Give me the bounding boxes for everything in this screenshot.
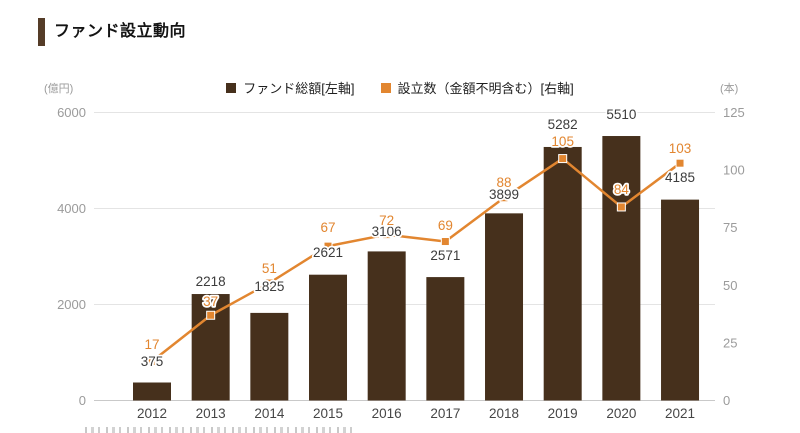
line-marker <box>264 278 274 288</box>
left-axis-tick-label: 2000 <box>57 297 86 312</box>
x-axis-category-label: 2019 <box>548 406 578 421</box>
line-series-swatch-icon <box>380 82 391 93</box>
bar-value-label: 2621 <box>313 245 343 260</box>
left-axis-tick-label: 4000 <box>57 201 86 216</box>
bar <box>250 312 289 401</box>
line-marker <box>558 154 568 164</box>
legend-item-bars: ファンド総額[左軸] <box>226 78 355 97</box>
x-axis-category-label: 2020 <box>606 406 636 421</box>
bar-value-label: 5510 <box>606 107 636 122</box>
left-axis-unit: (億円) <box>44 83 74 95</box>
bar <box>367 251 406 401</box>
bar <box>485 213 524 401</box>
bar-value-label: 5282 <box>548 117 578 132</box>
bar <box>543 146 582 401</box>
line-marker <box>616 202 626 212</box>
bar-value-label: 2571 <box>430 248 460 263</box>
bar-value-label: 2218 <box>196 274 226 289</box>
line-value-label: 103 <box>669 141 692 156</box>
footnote-clipped-text <box>85 427 357 433</box>
bar-value-label: 3106 <box>372 224 402 239</box>
page-title: ファンド設立動向 <box>54 23 187 40</box>
line-marker <box>440 237 450 247</box>
x-axis-category-label: 2012 <box>137 406 167 421</box>
bar <box>661 199 700 401</box>
chart-legend: ファンド総額[左軸] 設立数（金額不明含む）[右軸] <box>0 78 800 97</box>
bar <box>133 382 171 401</box>
legend-label-bars: ファンド総額[左軸] <box>243 81 355 96</box>
right-axis-unit: (本) <box>720 83 739 95</box>
line-value-label: 88 <box>497 175 512 190</box>
x-axis-category-label: 2021 <box>665 406 695 421</box>
x-axis-category-label: 2014 <box>254 406 285 421</box>
bar-value-label: 3899 <box>489 187 519 202</box>
line-value-label: 69 <box>438 218 453 233</box>
bar-value-label: 4185 <box>665 170 695 185</box>
right-axis-tick-label: 50 <box>723 278 737 293</box>
left-axis-tick-label: 0 <box>79 393 86 408</box>
x-axis-category-label: 2015 <box>313 406 343 421</box>
line-value-label: 17 <box>144 337 159 352</box>
bar-series-swatch-icon <box>226 82 237 93</box>
line-value-label: 72 <box>379 213 394 228</box>
figure-header: ファンド設立動向 <box>38 18 186 46</box>
right-axis-tick-label: 0 <box>723 393 730 408</box>
bar <box>426 277 465 401</box>
x-axis-category-label: 2016 <box>372 406 402 421</box>
x-axis-category-label: 2018 <box>489 406 519 421</box>
line-marker <box>323 241 333 251</box>
line-value-label: 37 <box>203 294 218 309</box>
line-value-label: 67 <box>320 220 335 235</box>
right-axis-tick-label: 125 <box>723 105 745 120</box>
line-value-label: 51 <box>262 261 277 276</box>
line-marker <box>499 193 509 203</box>
bar <box>602 136 641 401</box>
right-axis-tick-label: 25 <box>723 335 737 350</box>
title-accent-bar <box>38 18 45 46</box>
bar-value-label: 1825 <box>254 279 284 294</box>
bar-value-label: 375 <box>141 354 164 369</box>
legend-item-line: 設立数（金額不明含む）[右軸] <box>380 78 574 97</box>
right-axis-tick-label: 100 <box>723 163 745 178</box>
line-series <box>151 157 681 363</box>
line-value-label: 105 <box>551 134 574 149</box>
x-axis-category-label: 2017 <box>430 406 460 421</box>
line-marker <box>147 356 157 366</box>
line-marker <box>675 158 685 168</box>
x-axis-category-label: 2013 <box>196 406 226 421</box>
line-marker <box>382 230 392 240</box>
line-value-label: 84 <box>614 182 630 197</box>
bar <box>191 294 230 401</box>
line-marker <box>206 310 216 320</box>
legend-label-line: 設立数（金額不明含む）[右軸] <box>397 81 574 96</box>
right-axis-tick-label: 75 <box>723 220 737 235</box>
bar <box>309 274 348 401</box>
left-axis-tick-label: 6000 <box>57 105 86 120</box>
